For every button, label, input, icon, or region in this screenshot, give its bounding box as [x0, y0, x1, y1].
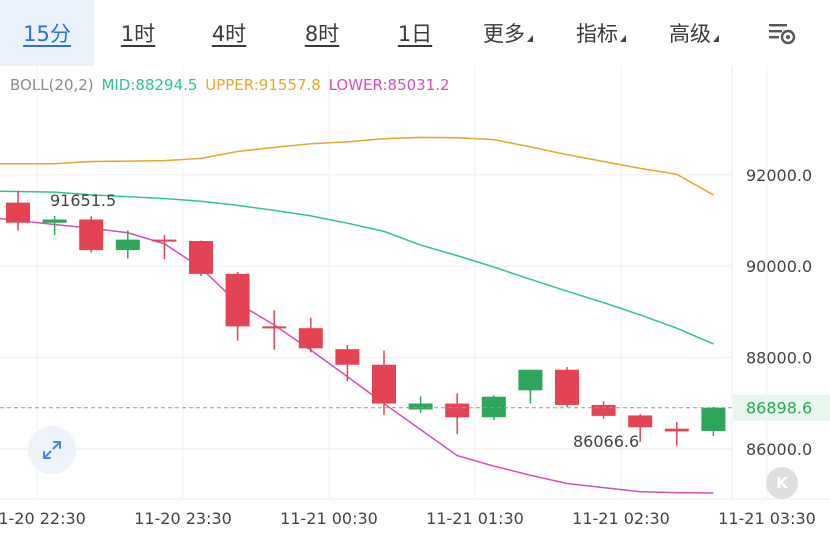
candle-body: [225, 273, 250, 327]
boll-upper: UPPER:91557.8: [205, 76, 321, 94]
candle-body: [408, 403, 433, 410]
price-tick-label: 88000.0: [746, 348, 812, 367]
candle-down: [591, 401, 616, 419]
candle-body: [115, 239, 140, 251]
candle-body: [335, 349, 360, 365]
candle-body: [152, 239, 177, 242]
candles: [6, 190, 726, 446]
dropdown-triangle-icon: [713, 34, 719, 42]
candle-down: [189, 240, 213, 277]
candle-body: [298, 328, 323, 349]
max-price-label: 91651.5: [50, 191, 116, 210]
tab-4h[interactable]: 4时: [211, 22, 247, 46]
time-tick-label: 11-20 23:30: [134, 509, 232, 528]
scroll-to-latest-button[interactable]: K: [766, 467, 798, 499]
candle-down: [225, 272, 250, 341]
time-tick-label: 11-21 03:30: [718, 509, 816, 528]
min-price-label: 86066.6: [573, 432, 639, 451]
bollinger-bands: [0, 136, 714, 494]
candle-body: [372, 364, 396, 404]
time-tick-label: 11-21 00:30: [280, 509, 378, 528]
candle-body: [664, 428, 689, 432]
candle-body: [79, 219, 104, 251]
candle-down: [152, 235, 177, 260]
chart-annotations: 86898.6 91651.5 86066.6: [0, 191, 830, 451]
candle-body: [555, 369, 579, 405]
price-tick-label: 92000.0: [746, 166, 812, 185]
candle-down: [372, 350, 396, 415]
candle-body: [481, 396, 506, 418]
boll-mid-line: [0, 190, 714, 345]
candle-down: [262, 310, 287, 350]
tab-1h[interactable]: 1时: [120, 22, 156, 46]
candle-down: [628, 414, 653, 442]
boll-lower-line: [0, 217, 714, 494]
candle-body: [42, 219, 67, 223]
timeframe-toolbar: 15分 1时 4时 8时 1日 更多 指标 高级: [0, 0, 830, 66]
boll-lower: LOWER:85031.2: [328, 76, 450, 94]
candle-up: [701, 406, 726, 436]
candle-up: [518, 369, 543, 404]
indicators-dropdown[interactable]: 指标: [563, 0, 639, 66]
candle-down: [664, 421, 689, 446]
time-tick-label: 11-21 02:30: [572, 509, 670, 528]
candle-body: [189, 240, 213, 274]
price-axis: 92000.0 90000.0 88000.0 86000.0: [746, 166, 812, 459]
candle-body: [262, 326, 287, 329]
candle-body: [591, 404, 616, 416]
chart-grid: [0, 66, 830, 500]
candle-down: [555, 367, 579, 408]
tab-8h[interactable]: 8时: [304, 22, 340, 46]
dropdown-triangle-icon: [620, 34, 626, 42]
candle-body: [518, 369, 543, 391]
expand-icon: [43, 441, 61, 459]
candle-down: [445, 393, 470, 435]
candle-up: [408, 396, 433, 413]
current-price-badge: [733, 394, 830, 421]
candle-body: [445, 403, 470, 418]
time-axis: 11-20 22:30 11-20 23:30 11-21 00:30 11-21 0…: [0, 509, 816, 528]
price-tick-label: 86000.0: [746, 440, 812, 459]
expand-chart-button[interactable]: [28, 426, 76, 474]
boll-mid: MID:88294.5: [101, 76, 198, 94]
advanced-dropdown[interactable]: 高级: [656, 0, 732, 66]
candle-down: [298, 317, 323, 353]
price-tick-label: 90000.0: [746, 257, 812, 276]
candle-up: [115, 230, 140, 259]
candle-down: [6, 190, 30, 231]
tab-1d[interactable]: 1日: [397, 22, 433, 46]
candlestick-chart[interactable]: 92000.0 90000.0 88000.0 86000.0 11-20 22:30…: [0, 66, 830, 534]
candle-body: [701, 407, 726, 431]
boll-legend: BOLL(20,2) MID:88294.5 UPPER:91557.8 LOW…: [10, 76, 453, 94]
more-dropdown[interactable]: 更多: [470, 0, 546, 66]
dropdown-triangle-icon: [527, 34, 533, 42]
candle-down: [335, 345, 360, 382]
candle-down: [79, 216, 104, 253]
candle-body: [628, 415, 653, 428]
boll-name: BOLL(20,2): [10, 76, 94, 94]
boll-upper-line: [0, 136, 714, 196]
tab-15min[interactable]: 15分: [0, 0, 94, 66]
candle-body: [6, 202, 30, 223]
chart-settings-icon[interactable]: [765, 18, 799, 48]
k-button-label: K: [776, 474, 788, 492]
time-tick-label: 11-20 22:30: [0, 509, 86, 528]
candle-up: [42, 215, 67, 236]
current-price-label: 86898.6: [746, 399, 812, 418]
time-tick-label: 11-21 01:30: [426, 509, 524, 528]
